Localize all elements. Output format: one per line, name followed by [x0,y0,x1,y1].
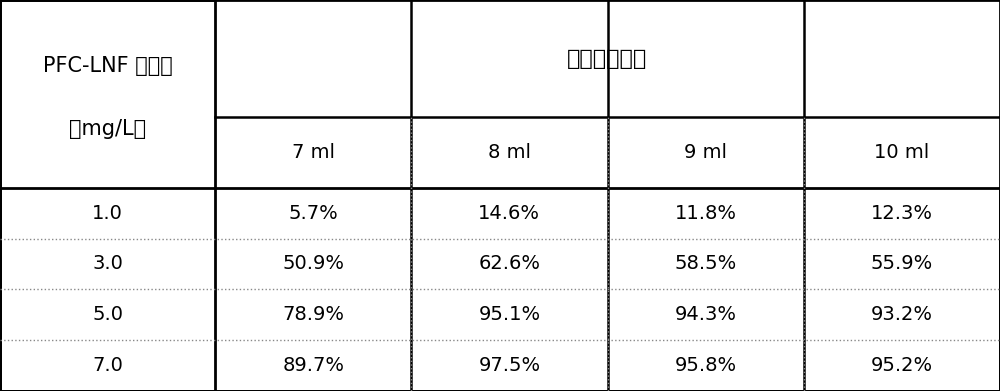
Text: 95.8%: 95.8% [675,356,737,375]
Text: PFC-LNF 投加量: PFC-LNF 投加量 [43,56,172,77]
Text: 7.0: 7.0 [92,356,123,375]
Text: 78.9%: 78.9% [282,305,344,324]
Text: 62.6%: 62.6% [478,255,540,273]
Bar [0,188,1000,391]
Text: 95.1%: 95.1% [478,305,540,324]
Text: 5.0: 5.0 [92,305,123,324]
Text: 12.3%: 12.3% [871,204,933,222]
Text: 11.8%: 11.8% [675,204,737,222]
Text: 93.2%: 93.2% [871,305,933,324]
Text: 10 ml: 10 ml [874,143,930,162]
Text: 三乙胺添加量: 三乙胺添加量 [567,48,648,69]
Text: 95.2%: 95.2% [871,356,933,375]
Text: 58.5%: 58.5% [674,255,737,273]
Text: 3.0: 3.0 [92,255,123,273]
Text: 14.6%: 14.6% [478,204,540,222]
Text: 8 ml: 8 ml [488,143,531,162]
Text: 5.7%: 5.7% [288,204,338,222]
Bar [0,0,215,391]
Text: 94.3%: 94.3% [675,305,737,324]
Text: 7 ml: 7 ml [292,143,335,162]
Text: （mg/L）: （mg/L） [69,119,146,139]
Text: 1.0: 1.0 [92,204,123,222]
Text: 89.7%: 89.7% [282,356,344,375]
Text: 97.5%: 97.5% [478,356,540,375]
Text: 9 ml: 9 ml [684,143,727,162]
Text: 50.9%: 50.9% [282,255,344,273]
Text: 55.9%: 55.9% [871,255,933,273]
